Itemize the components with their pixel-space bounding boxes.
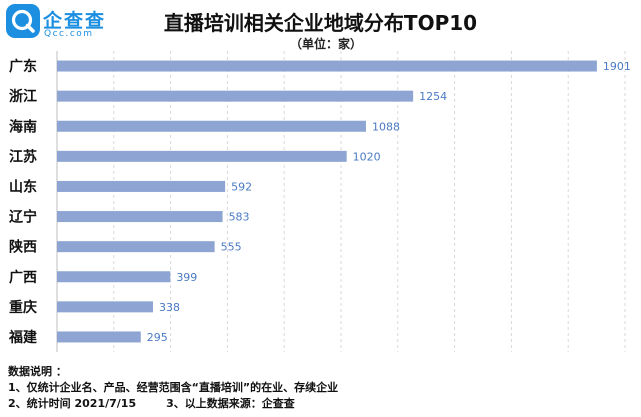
logo-name: 企查查 [43, 10, 107, 32]
category-label: 重庆 [9, 299, 37, 316]
value-label: 399 [176, 271, 197, 284]
bar [57, 301, 153, 313]
logo-domain: Qcc.com [44, 29, 94, 39]
notes-line-2a: 2、统计时间 2021/7/15 [8, 397, 137, 410]
value-label: 1254 [419, 90, 447, 103]
value-label: 1088 [372, 120, 400, 133]
value-label: 1020 [353, 150, 381, 163]
bar [57, 120, 366, 132]
bar [57, 150, 347, 162]
logo: 企查查 Qcc.com [6, 4, 106, 44]
value-label: 295 [147, 331, 168, 344]
category-label: 浙江 [9, 88, 37, 105]
value-label: 338 [159, 301, 180, 314]
bar [57, 60, 597, 72]
value-label: 555 [221, 241, 242, 254]
value-label: 1901 [603, 60, 631, 73]
value-label: 583 [229, 211, 250, 224]
chart-title: 直播培训相关企业地域分布TOP10 [163, 11, 478, 35]
value-label: 592 [231, 180, 252, 193]
notes-line-2b: 3、以上数据来源：企查查 [166, 397, 295, 410]
category-label: 广东 [9, 58, 37, 75]
category-label: 山东 [9, 178, 37, 195]
bar [57, 180, 226, 192]
label-layer: 广东 1901 浙江 1254 海南 1088 江苏 1020 山东 592 辽宁 583 陕西 555 广… [8, 58, 631, 346]
notes-line-1: 1、仅统计企业名、产品、经营范围含“直播培训”的在业、存续企业 [8, 381, 339, 394]
data-notes: 数据说明 ： 1、仅统计企业名、产品、经营范围含“直播培训”的在业、存续企业 2… [8, 364, 338, 412]
category-label: 江苏 [9, 148, 37, 165]
chart-subtitle: （单位：家） [290, 37, 363, 51]
category-label: 海南 [9, 118, 37, 135]
category-label: 福建 [8, 329, 37, 346]
notes-line-2: 2、统计时间 2021/7/15 3、以上数据来源：企查查 [8, 396, 338, 412]
category-label: 辽宁 [9, 209, 37, 226]
bar [57, 241, 215, 253]
bar-layer [57, 60, 597, 343]
category-label: 陕西 [9, 239, 37, 256]
category-label: 广西 [9, 269, 37, 286]
magnifier-q-icon [6, 4, 40, 38]
bar [57, 331, 141, 343]
bar [57, 90, 414, 102]
bar [57, 211, 223, 223]
notes-heading: 数据说明 ： [8, 365, 67, 378]
bar [57, 271, 171, 283]
